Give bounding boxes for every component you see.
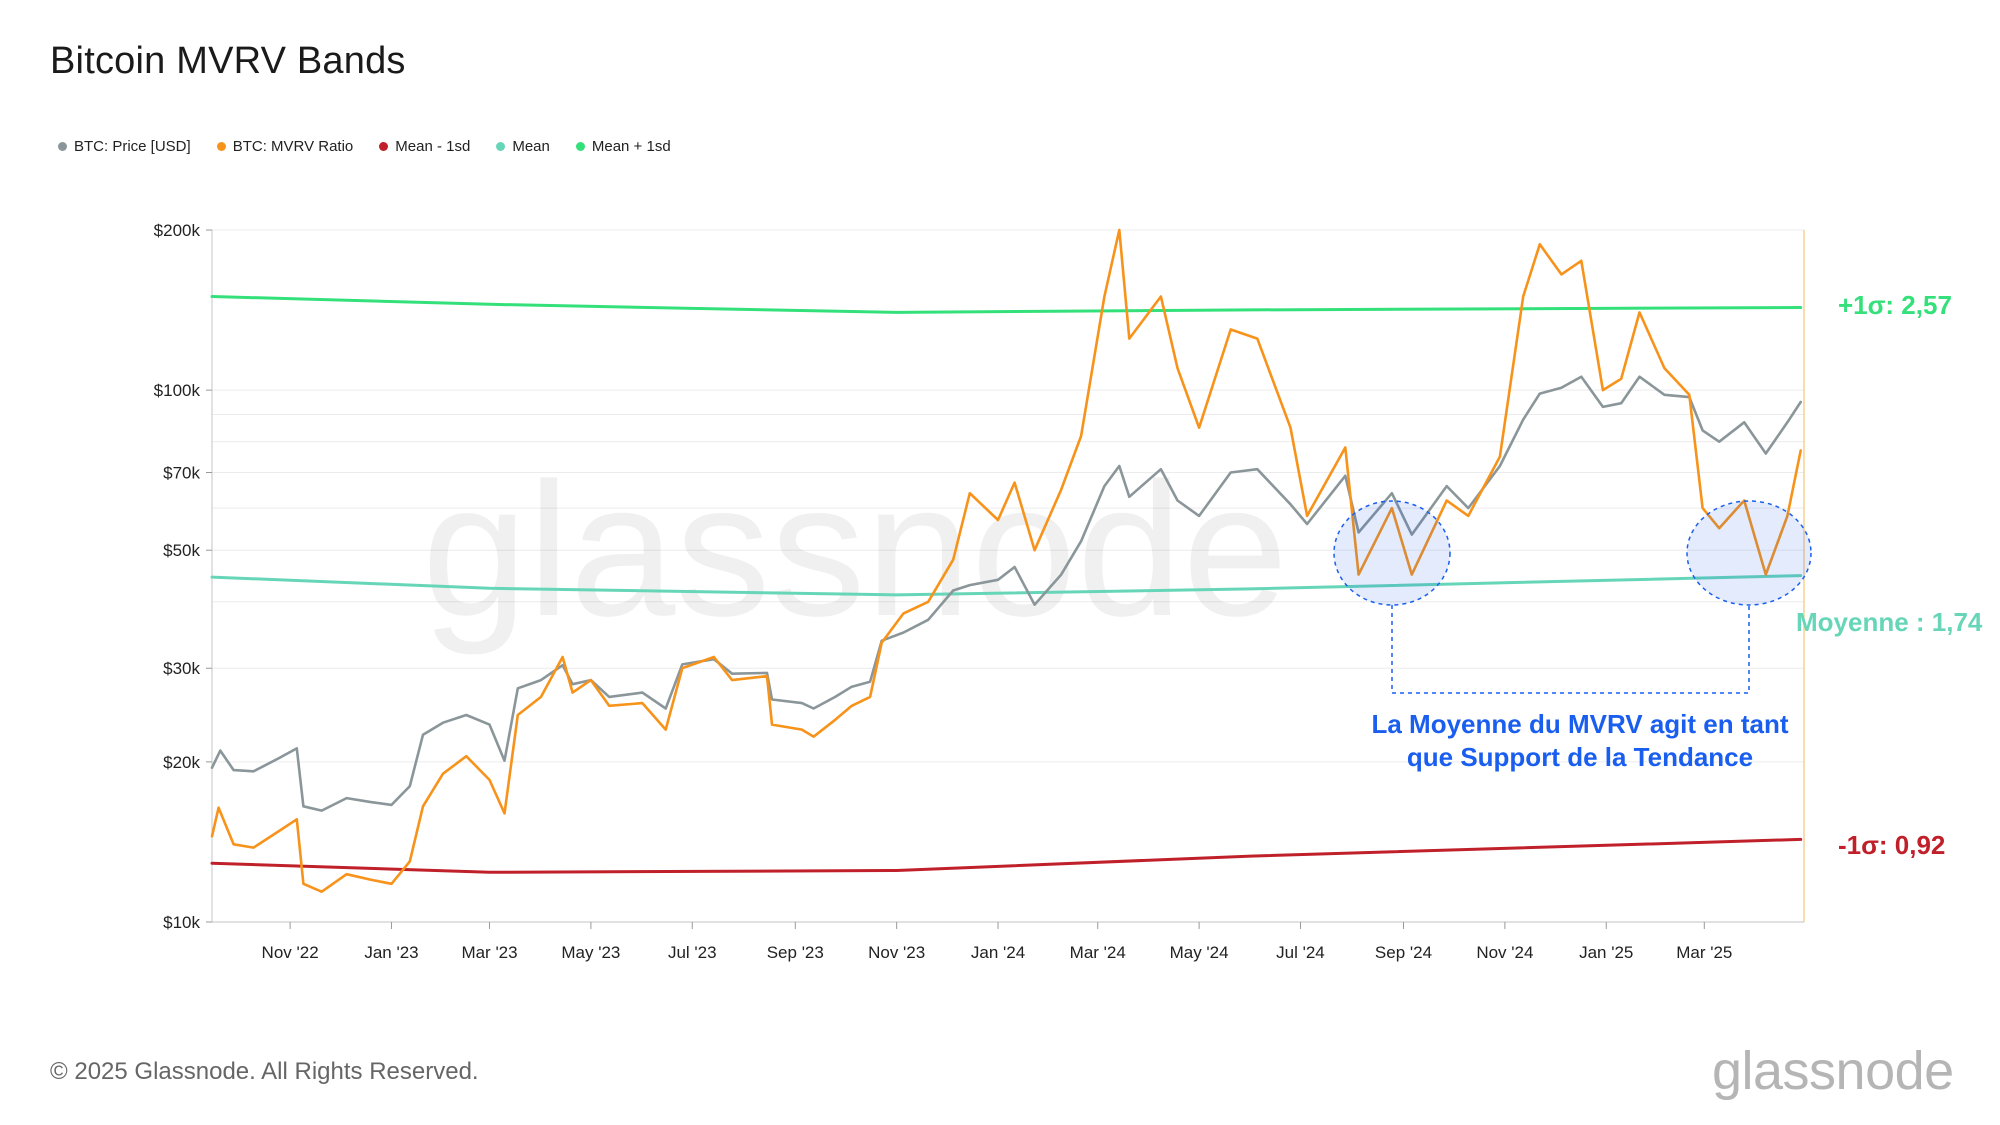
legend-dot-mean: [496, 142, 506, 151]
x-tick-label: May '24: [1170, 943, 1229, 962]
y-tick-label: $30k: [163, 659, 200, 678]
legend-label-mean-minus-1sd: Mean - 1sd: [395, 138, 471, 155]
x-tick-label: Sep '23: [767, 943, 824, 962]
x-tick-label: Jul '23: [668, 943, 717, 962]
legend-dot-price: [58, 142, 67, 151]
support-annotation-line2: que Support de la Tendance: [1406, 742, 1754, 772]
support-circle-right: [1686, 500, 1812, 606]
x-tick-label: Sep '24: [1375, 943, 1432, 962]
legend-dot-mean-plus-1sd: [575, 142, 585, 151]
y-tick-label: $50k: [163, 541, 200, 560]
annotation-overlays: [1333, 500, 1812, 694]
legend-item-mean[interactable]: Mean: [496, 138, 550, 155]
plus-1sd-annotation: +1σ: 2,57: [1838, 290, 1952, 320]
series-line-mean-1sd[interactable]: [210, 295, 1803, 314]
series-line-btc-mvrv-ratio[interactable]: [210, 228, 1802, 893]
support-annotation: La Moyenne du MVRV agit en tant que Supp…: [1330, 708, 1830, 774]
series-line-btc-price-usd[interactable]: [210, 375, 1802, 812]
x-tick-label: Mar '25: [1676, 943, 1732, 962]
support-circle-left: [1333, 500, 1451, 606]
y-tick-label: $20k: [163, 753, 200, 772]
x-tick-label: Mar '24: [1070, 943, 1126, 962]
copyright-footer: © 2025 Glassnode. All Rights Reserved.: [50, 1058, 479, 1085]
series-layer: [210, 228, 1803, 893]
chart-title: Bitcoin MVRV Bands: [50, 40, 406, 82]
legend-dot-mean-minus-1sd: [379, 142, 389, 151]
series-line-mean-1sd[interactable]: [210, 837, 1803, 874]
tick-labels: $10k $20k $30k $50k $70k $100k $200k Nov '22 Jan…: [154, 221, 1733, 962]
x-tick-label: Nov '23: [868, 943, 925, 962]
glassnode-logo: glassnode: [1712, 1041, 1954, 1101]
x-tick-label: Jul '24: [1276, 943, 1325, 962]
legend-label-mvrv: BTC: MVRV Ratio: [232, 138, 354, 155]
legend-label-price: BTC: Price [USD]: [74, 138, 191, 155]
y-tick-label: $200k: [154, 221, 201, 240]
minus-1sd-annotation: -1σ: 0,92: [1838, 830, 1946, 860]
x-tick-label: Nov '24: [1476, 943, 1533, 962]
legend-item-mean-plus-1sd[interactable]: Mean + 1sd: [575, 138, 671, 155]
x-tick-label: Mar '23: [461, 943, 517, 962]
legend-dot-mvrv: [216, 142, 226, 151]
legend-item-mvrv[interactable]: BTC: MVRV Ratio: [216, 138, 354, 155]
y-tick-label: $10k: [163, 913, 200, 932]
x-tick-label: May '23: [561, 943, 620, 962]
mean-annotation: Moyenne : 1,74: [1796, 607, 1983, 637]
x-tick-label: Jan '23: [364, 943, 418, 962]
watermark: glassnode: [422, 444, 1288, 656]
legend-item-price[interactable]: BTC: Price [USD]: [58, 138, 191, 155]
legend-item-mean-minus-1sd[interactable]: Mean - 1sd: [379, 138, 470, 155]
legend-label-mean: Mean: [512, 138, 550, 155]
x-tick-label: Jan '24: [971, 943, 1025, 962]
x-tick-label: Jan '25: [1579, 943, 1633, 962]
y-tick-label: $100k: [154, 381, 201, 400]
series-line-mean[interactable]: [210, 574, 1803, 597]
support-annotation-line1: La Moyenne du MVRV agit en tant: [1371, 709, 1789, 739]
support-bracket: [1391, 605, 1750, 694]
y-tick-label: $70k: [163, 464, 200, 483]
x-tick-label: Nov '22: [262, 943, 319, 962]
legend-label-mean-plus-1sd: Mean + 1sd: [591, 138, 671, 155]
legend: BTC: Price [USD] BTC: MVRV Ratio Mean - …: [58, 138, 671, 155]
